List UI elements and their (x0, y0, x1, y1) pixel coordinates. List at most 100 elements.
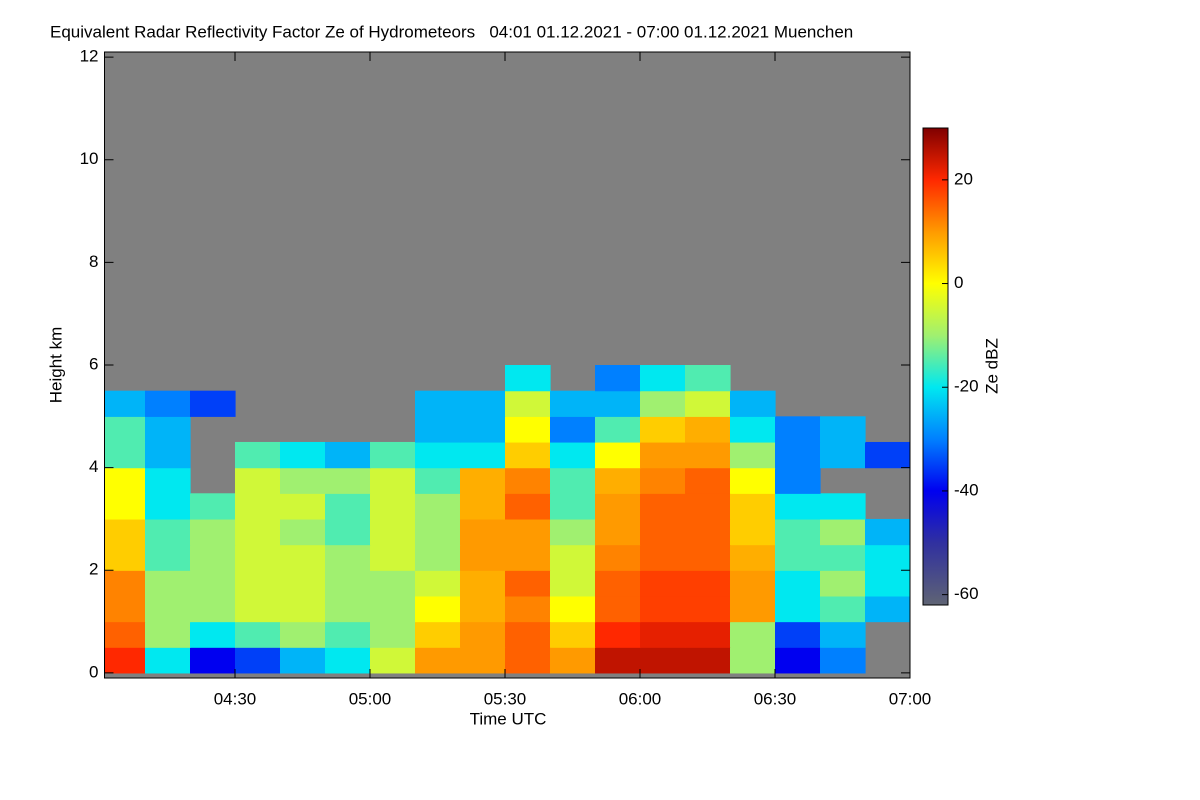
heatmap-cell (730, 595, 776, 623)
heatmap-cell (730, 467, 776, 494)
heatmap-cell (460, 441, 506, 469)
heatmap-cell (190, 493, 236, 520)
heatmap-cell (685, 621, 731, 648)
heatmap-cell (104, 595, 146, 623)
heatmap-cell (730, 390, 776, 417)
heatmap-cell (775, 441, 821, 469)
heatmap-cell (550, 570, 596, 597)
heatmap-cell (775, 621, 821, 648)
heatmap-cell (325, 595, 371, 623)
heatmap-cell (370, 595, 416, 623)
heatmap-cell (775, 518, 821, 546)
heatmap-cell (865, 595, 910, 623)
heatmap-cell (235, 544, 281, 571)
heatmap-cell (505, 518, 551, 546)
y-tick-label: 4 (89, 457, 98, 476)
heatmap-cell (685, 467, 731, 494)
heatmap-cell (505, 365, 551, 392)
heatmap-cell (145, 441, 191, 469)
heatmap-cell (280, 518, 326, 546)
heatmap-cell (370, 647, 416, 674)
heatmap-cell (145, 621, 191, 648)
heatmap-cell (820, 544, 866, 571)
heatmap-cell (550, 595, 596, 623)
heatmap-cell (550, 647, 596, 674)
colorbar-tick-label: 0 (954, 273, 963, 292)
heatmap-cell (235, 647, 281, 674)
heatmap-cell (550, 441, 596, 469)
heatmap-cell (235, 570, 281, 597)
x-tick-label: 06:30 (754, 689, 797, 708)
y-tick-label: 8 (89, 252, 98, 271)
heatmap-cell (505, 390, 551, 417)
heatmap-cell (640, 518, 686, 546)
heatmap-cell (280, 647, 326, 674)
heatmap-cell (505, 595, 551, 623)
colorbar-tick-label: -60 (954, 584, 979, 603)
heatmap-cell (775, 647, 821, 674)
y-axis-label: Height km (46, 327, 65, 404)
heatmap-cell (550, 518, 596, 546)
heatmap-cell (190, 570, 236, 597)
heatmap-cell (550, 467, 596, 494)
heatmap-cell (730, 544, 776, 571)
y-tick-label: 12 (80, 47, 99, 66)
heatmap-cell (415, 416, 461, 443)
heatmap-cell (550, 390, 596, 417)
heatmap-cell (415, 570, 461, 597)
heatmap-cell (104, 416, 146, 443)
heatmap-cell (415, 441, 461, 469)
heatmap-cell (595, 647, 641, 674)
heatmap-cell (104, 467, 146, 494)
heatmap-cell (595, 493, 641, 520)
heatmap-cell (730, 416, 776, 443)
heatmap-cell (325, 621, 371, 648)
heatmap-cell (460, 518, 506, 546)
heatmap-cell (145, 493, 191, 520)
heatmap-cell (595, 544, 641, 571)
colorbar (922, 127, 949, 606)
heatmap-cell (820, 441, 866, 469)
heatmap-cell (505, 441, 551, 469)
heatmap-cell (550, 621, 596, 648)
colorbar-tick-label: -40 (954, 480, 979, 499)
heatmap-cell (235, 467, 281, 494)
heatmap-cell (145, 544, 191, 571)
heatmap-cell (415, 467, 461, 494)
heatmap-cell (685, 390, 731, 417)
heatmap-cell (685, 647, 731, 674)
heatmap-cell (550, 416, 596, 443)
heatmap-cell (685, 544, 731, 571)
heatmap-cell (415, 595, 461, 623)
heatmap-cell (325, 647, 371, 674)
heatmap-cell (595, 621, 641, 648)
heatmap-cell (730, 647, 776, 674)
heatmap-cell (104, 647, 146, 674)
heatmap-cell (595, 570, 641, 597)
heatmap-cell (505, 647, 551, 674)
heatmap-cell (104, 570, 146, 597)
heatmap-cell (370, 518, 416, 546)
heatmap-cell (145, 647, 191, 674)
heatmap-cell (505, 467, 551, 494)
x-axis-label: Time UTC (470, 709, 547, 728)
heatmap-cell (415, 518, 461, 546)
heatmap-cell (730, 621, 776, 648)
colorbar-tick-label: 20 (954, 169, 973, 188)
heatmap-cell (685, 416, 731, 443)
heatmap-cell (280, 467, 326, 494)
x-tick-label: 05:30 (484, 689, 527, 708)
heatmap-cell (460, 467, 506, 494)
heatmap-cell (190, 621, 236, 648)
heatmap-cell (104, 518, 146, 546)
heatmap-cell (640, 544, 686, 571)
heatmap-cell (820, 570, 866, 597)
heatmap-cell (145, 467, 191, 494)
heatmap-cell (865, 441, 910, 469)
heatmap-cell (190, 544, 236, 571)
heatmap-cell (235, 493, 281, 520)
heatmap-cell (235, 595, 281, 623)
heatmap-cell (640, 570, 686, 597)
heatmap-cell (640, 595, 686, 623)
